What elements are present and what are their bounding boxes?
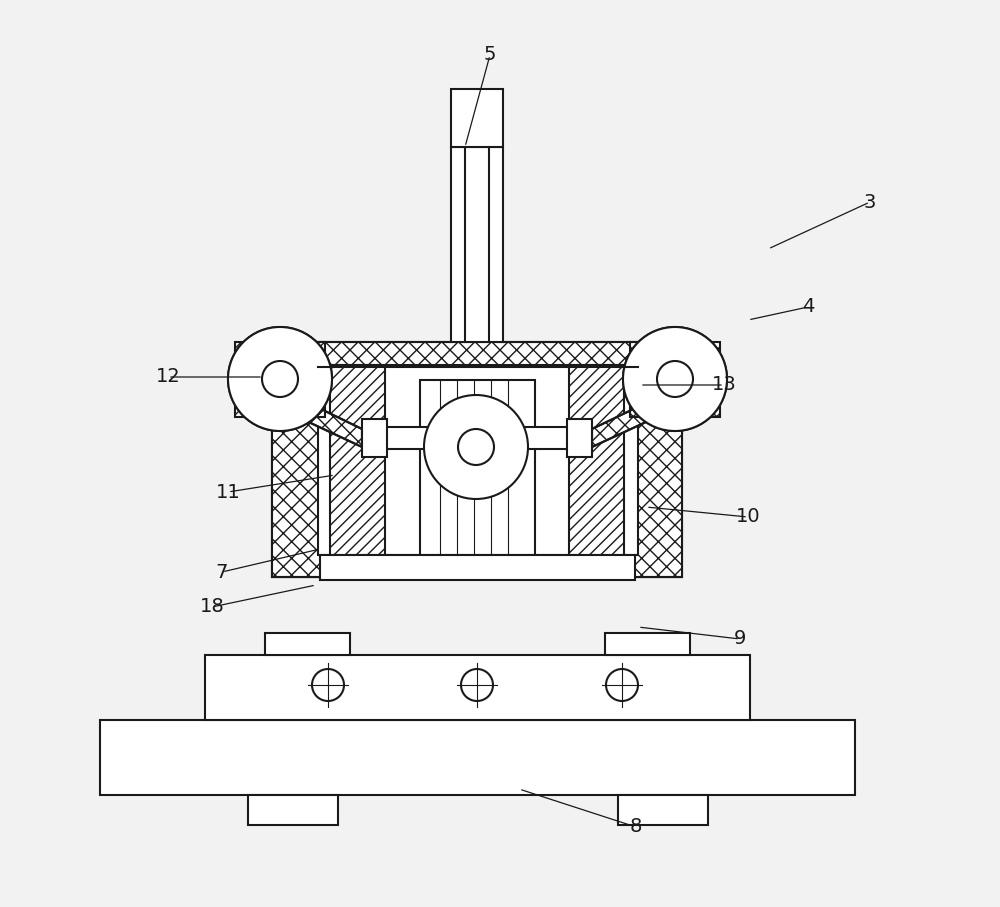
Text: 4: 4 [802, 297, 814, 317]
Bar [451, 147, 503, 342]
Bar [235, 342, 325, 417]
Text: 5: 5 [484, 45, 496, 64]
Circle shape [228, 327, 332, 431]
Bar [100, 720, 855, 795]
Text: 7: 7 [216, 562, 228, 581]
Circle shape [458, 429, 494, 465]
Circle shape [623, 327, 727, 431]
Bar [569, 365, 624, 555]
Bar [318, 365, 638, 555]
Polygon shape [255, 377, 362, 447]
Bar [605, 633, 690, 655]
Bar [567, 419, 592, 457]
Text: 12: 12 [156, 367, 180, 386]
Text: 9: 9 [734, 629, 746, 649]
Circle shape [312, 669, 344, 701]
Bar [362, 419, 387, 457]
Circle shape [623, 327, 727, 431]
Text: 10: 10 [736, 508, 760, 526]
Bar [582, 412, 682, 577]
Bar [618, 795, 708, 825]
Bar [330, 365, 385, 555]
Text: 3: 3 [864, 192, 876, 211]
Bar [205, 655, 750, 720]
Bar [630, 342, 720, 417]
Bar [272, 412, 372, 577]
Circle shape [262, 361, 298, 397]
Circle shape [606, 669, 638, 701]
Text: 13: 13 [712, 375, 736, 395]
Bar [272, 342, 682, 577]
Bar [248, 795, 338, 825]
Bar [451, 89, 503, 147]
Circle shape [424, 395, 528, 499]
Text: 8: 8 [630, 817, 642, 836]
Circle shape [228, 327, 332, 431]
Bar [362, 427, 592, 449]
Bar [265, 633, 350, 655]
Text: 11: 11 [216, 483, 240, 502]
Circle shape [461, 669, 493, 701]
Bar [320, 555, 635, 580]
Text: 18: 18 [200, 598, 224, 617]
Circle shape [657, 361, 693, 397]
Polygon shape [592, 377, 700, 447]
Bar [420, 380, 535, 555]
